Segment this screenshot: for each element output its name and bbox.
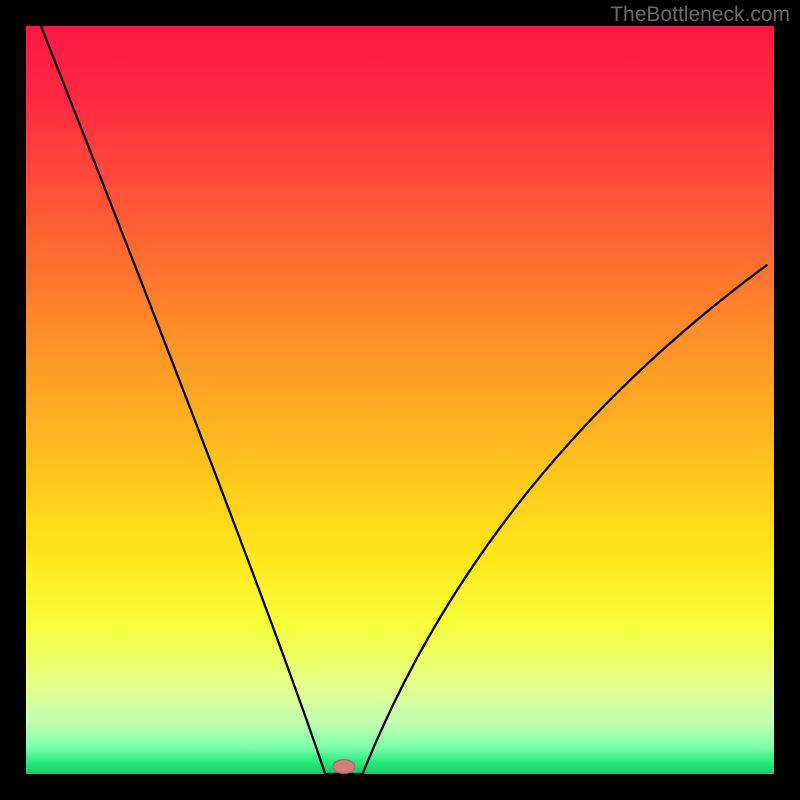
bottleneck-chart	[0, 0, 800, 800]
watermark-text: TheBottleneck.com	[610, 3, 790, 27]
chart-frame: TheBottleneck.com	[0, 0, 800, 800]
